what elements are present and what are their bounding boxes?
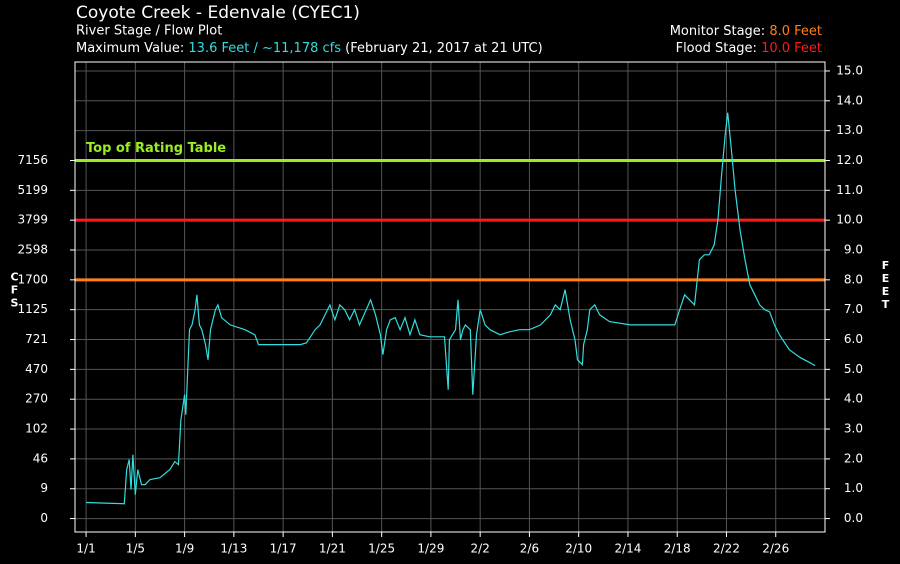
x-tick-label: 1/21 [319,542,346,556]
x-tick-label: 1/25 [368,542,395,556]
y-tick-label: 2598 [17,243,48,257]
y2-tick-label: 14.0 [836,93,863,107]
x-tick-label: 2/18 [664,542,691,556]
x-tick-label: 2/14 [614,542,641,556]
y2-tick-label: 1.0 [844,481,863,495]
x-tick-label: 1/9 [175,542,194,556]
monitor-label: Monitor Stage: [670,24,766,39]
y2-tick-label: 11.0 [836,183,863,197]
y-tick-label: 46 [33,451,48,465]
flood-value: 10.0 Feet [761,41,822,56]
y2-tick-label: 4.0 [844,392,863,406]
y-tick-label: 270 [25,392,48,406]
y-tick-label: 1700 [17,272,48,286]
x-tick-label: 1/1 [76,542,95,556]
y-tick-label: 102 [25,422,48,436]
y-tick-label: 470 [25,362,48,376]
y2-tick-label: 2.0 [844,451,863,465]
max-value: 13.6 Feet / ~11,178 cfs [188,41,341,56]
max-time: (February 21, 2017 at 21 UTC) [345,41,543,56]
y2-tick-label: 3.0 [844,422,863,436]
y-tick-label: 3799 [17,213,48,227]
max-info: Maximum Value: 13.6 Feet / ~11,178 cfs (… [76,41,543,56]
y2-tick-label: 6.0 [844,332,863,346]
monitor-info: Monitor Stage: 8.0 Feet [670,24,822,39]
flood-info: Flood Stage: 10.0 Feet [676,41,822,56]
y2-tick-label: 9.0 [844,243,863,257]
y2-tick-label: 13.0 [836,123,863,137]
x-tick-label: 2/26 [762,542,789,556]
x-tick-label: 2/6 [520,542,539,556]
chart-title: Coyote Creek - Edenvale (CYEC1) [76,3,360,23]
y2-tick-label: 7.0 [844,302,863,316]
plot-frame [74,61,826,533]
plot [75,112,825,505]
flood-label: Flood Stage: [676,41,757,56]
y-tick-label: 1125 [17,302,48,316]
y-tick-label: 721 [25,332,48,346]
y-tick-label: 0 [40,511,48,525]
y2-tick-label: 0.0 [844,511,863,525]
y-tick-label: 7156 [17,153,48,167]
x-tick-label: 2/2 [471,542,490,556]
rating-table-label: Top of Rating Table [86,141,226,156]
y2-tick-label: 12.0 [836,153,863,167]
x-tick-label: 1/5 [126,542,145,556]
x-tick-label: 1/29 [417,542,444,556]
y-axis-label: CFS [8,271,21,310]
stage-line [86,112,816,505]
x-tick-label: 1/13 [220,542,247,556]
y2-tick-label: 5.0 [844,362,863,376]
max-label: Maximum Value: [76,41,184,56]
y-tick-label: 5199 [17,183,48,197]
chart-subtitle: River Stage / Flow Plot [76,24,222,39]
y-tick-label: 9 [40,481,48,495]
y2-tick-label: 10.0 [836,213,863,227]
x-tick-label: 1/17 [270,542,297,556]
monitor-value: 8.0 Feet [769,24,822,39]
x-tick-label: 2/10 [565,542,592,556]
y2-axis-label: FEET [879,259,892,311]
y2-tick-label: 8.0 [844,272,863,286]
y2-tick-label: 15.0 [836,63,863,77]
x-tick-label: 2/22 [713,542,740,556]
